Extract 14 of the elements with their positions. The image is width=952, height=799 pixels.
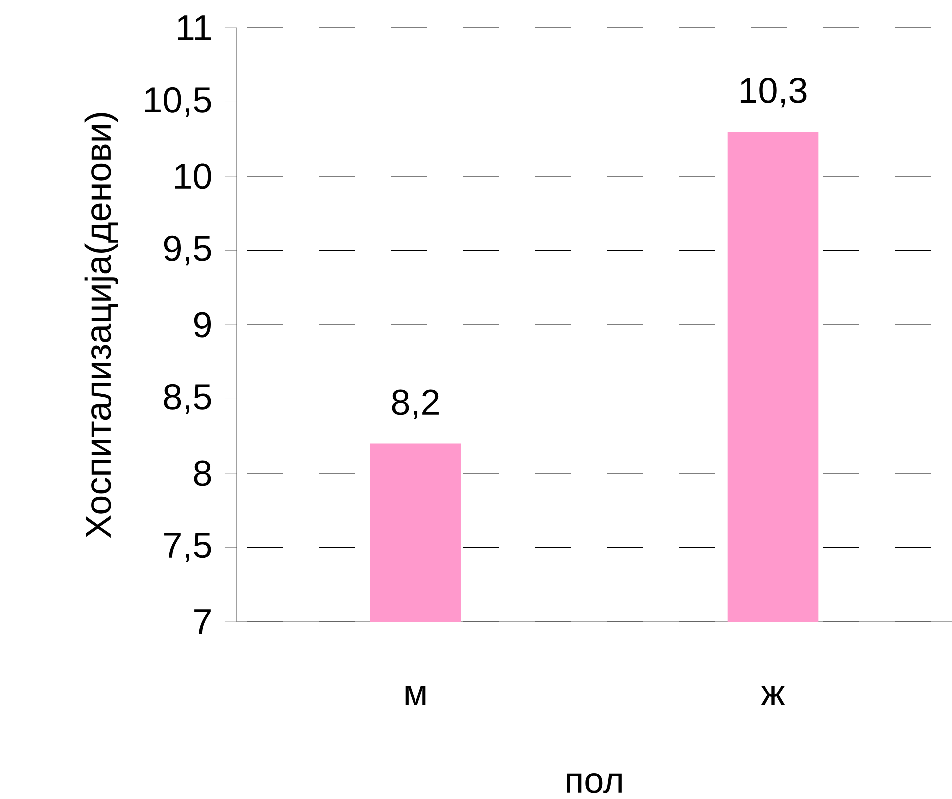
y-axis-title: Хоспитализација(денови) — [84, 113, 118, 538]
y-tick-label: 9 — [194, 312, 212, 338]
y-tick-label: 7 — [194, 610, 211, 634]
x-tick-label: ж — [761, 686, 786, 706]
data-label: 10,3 — [740, 78, 807, 108]
y-tick-label: 10,5 — [145, 87, 212, 118]
y-tick-label: 9,5 — [164, 236, 212, 266]
y-tick-label: 10 — [175, 164, 212, 190]
y-tick-label: 11 — [178, 16, 211, 40]
y-tick-label: 8 — [194, 460, 212, 486]
x-axis-title: пол — [567, 774, 622, 794]
y-tick-label: 8,5 — [164, 384, 212, 414]
x-tick-label: м — [406, 686, 426, 706]
y-tick-label: 7,5 — [164, 533, 212, 562]
